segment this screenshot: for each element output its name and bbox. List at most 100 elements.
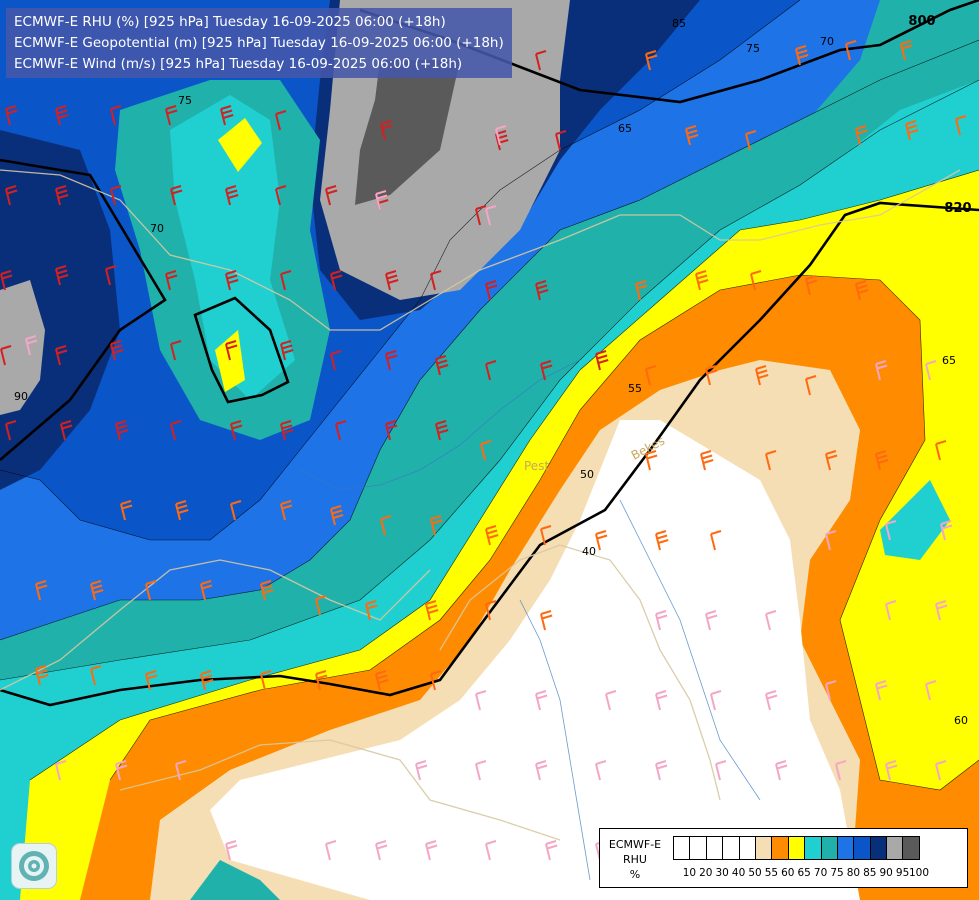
wind-barb-icon bbox=[0, 345, 12, 366]
wind-barb-icon bbox=[485, 280, 498, 301]
wind-barb-icon bbox=[280, 420, 294, 441]
wind-barb-icon bbox=[655, 530, 669, 551]
rhu-label: 40 bbox=[582, 545, 596, 558]
wind-barb-icon bbox=[170, 420, 182, 441]
rhu-label: 50 bbox=[580, 468, 594, 481]
wind-barb-icon bbox=[900, 40, 913, 61]
wind-barb-icon bbox=[165, 105, 178, 126]
wind-barb-icon bbox=[90, 665, 102, 686]
wind-barb-icon bbox=[330, 505, 344, 526]
wind-barb-icon bbox=[280, 340, 294, 361]
wind-barb-icon bbox=[495, 125, 507, 146]
wind-barb-icon bbox=[540, 525, 552, 546]
wind-barb-icon bbox=[875, 450, 889, 471]
wind-barb-icon bbox=[765, 450, 777, 471]
wind-barb-icon bbox=[230, 500, 242, 521]
wind-barb-icon bbox=[825, 530, 837, 551]
title-wind: ECMWF-E Wind (m/s) [925 hPa] Tuesday 16-… bbox=[14, 56, 463, 72]
title-rhu: ECMWF-E RHU (%) [925 hPa] Tuesday 16-09-… bbox=[14, 14, 446, 30]
legend-tick-label: 10 bbox=[682, 867, 697, 879]
wind-barb-icon bbox=[170, 185, 183, 206]
wind-barb-icon bbox=[60, 420, 73, 441]
legend-tick-label: 40 bbox=[731, 867, 746, 879]
rhu-band-50 bbox=[210, 420, 860, 900]
wind-barb-icon bbox=[105, 265, 117, 286]
wind-barb-icon bbox=[765, 690, 778, 711]
wind-barb-icon bbox=[315, 670, 328, 691]
wind-barb-icon bbox=[595, 760, 607, 781]
geopotential-label-layer: 800 820 bbox=[908, 14, 971, 216]
wind-barb-icon bbox=[545, 840, 558, 861]
wind-barb-icon bbox=[385, 350, 398, 371]
wind-barb-icon bbox=[0, 270, 13, 291]
wind-barb-icon bbox=[225, 185, 239, 206]
legend-title-variable: RHU bbox=[623, 853, 647, 866]
legend-swatch bbox=[690, 836, 707, 860]
legend-tick-label: 95 bbox=[895, 867, 910, 879]
wind-barb-icon bbox=[655, 690, 668, 711]
wind-barb-layer bbox=[0, 40, 967, 861]
wind-barb-icon bbox=[715, 760, 727, 781]
legend-tick-label: 50 bbox=[748, 867, 762, 879]
title-box: ECMWF-E RHU (%) [925 hPa] Tuesday 16-09-… bbox=[6, 8, 512, 78]
legend-tick-label: 80 bbox=[846, 867, 861, 879]
wind-barb-icon bbox=[425, 600, 439, 621]
wind-barb-icon bbox=[175, 760, 187, 781]
legend-tick-label: 70 bbox=[813, 867, 828, 879]
wind-barb-icon bbox=[905, 120, 919, 141]
wind-barb-icon bbox=[55, 105, 69, 126]
wind-barb-icon bbox=[110, 185, 122, 206]
legend-tick-label: 85 bbox=[863, 867, 877, 879]
legend-tick-label: 60 bbox=[781, 867, 795, 879]
wind-barb-icon bbox=[805, 375, 817, 396]
wind-barb-icon bbox=[795, 45, 809, 66]
wind-barb-icon bbox=[475, 205, 487, 226]
legend-swatch bbox=[903, 836, 920, 860]
wind-barb-icon bbox=[535, 690, 548, 711]
title-geopotential: ECMWF-E Geopotential (m) [925 hPa] Tuesd… bbox=[14, 35, 504, 51]
wind-barb-icon bbox=[110, 105, 122, 126]
legend-swatch bbox=[870, 836, 888, 860]
wind-barb-icon bbox=[485, 600, 497, 621]
legend-swatch bbox=[674, 836, 691, 860]
wind-barb-icon bbox=[315, 595, 327, 616]
river-layer bbox=[299, 359, 761, 881]
rhu-label-layer: 85 75 70 65 75 70 90 55 50 40 65 60 bbox=[14, 17, 968, 727]
legend-swatch bbox=[887, 836, 904, 860]
wind-barb-icon bbox=[875, 360, 888, 381]
wind-barb-icon bbox=[645, 450, 658, 471]
wind-barb-icon bbox=[415, 760, 428, 781]
wind-barb-icon bbox=[935, 440, 947, 461]
isoline-800-cell bbox=[193, 296, 290, 404]
wind-barb-icon bbox=[655, 610, 668, 631]
wind-barb-icon bbox=[175, 500, 189, 521]
rhu-label: 90 bbox=[14, 390, 28, 403]
rhu-label: 65 bbox=[618, 122, 632, 135]
wind-barb-icon bbox=[325, 185, 338, 206]
wind-barb-icon bbox=[375, 190, 388, 211]
legend-title-model: ECMWF-E bbox=[608, 838, 662, 851]
wind-barb-icon bbox=[35, 665, 49, 686]
wind-barb-icon bbox=[365, 600, 378, 621]
legend-title-unit: % bbox=[629, 868, 641, 881]
wind-barb-icon bbox=[940, 520, 953, 541]
wind-barb-icon bbox=[710, 530, 722, 551]
wind-barb-icon bbox=[385, 420, 398, 441]
wind-barb-icon bbox=[775, 760, 788, 781]
wind-barb-icon bbox=[5, 105, 18, 126]
wind-barb-icon bbox=[955, 115, 967, 136]
rhu-band-90 bbox=[0, 130, 120, 490]
wind-barb-icon bbox=[115, 760, 128, 781]
wind-barb-icon bbox=[5, 420, 17, 441]
wind-barb-icon bbox=[280, 270, 292, 291]
ecmwf-logo-icon bbox=[11, 843, 57, 889]
wind-barb-icon bbox=[110, 340, 124, 361]
legend-swatch bbox=[788, 836, 806, 860]
legend-swatch bbox=[805, 836, 822, 860]
legend-swatches bbox=[673, 836, 920, 860]
wind-barb-icon bbox=[535, 50, 547, 71]
legend-tick-label: 30 bbox=[715, 867, 729, 879]
wind-barb-icon bbox=[710, 690, 722, 711]
wind-barb-icon bbox=[55, 185, 69, 206]
rhu-label: 55 bbox=[628, 382, 642, 395]
